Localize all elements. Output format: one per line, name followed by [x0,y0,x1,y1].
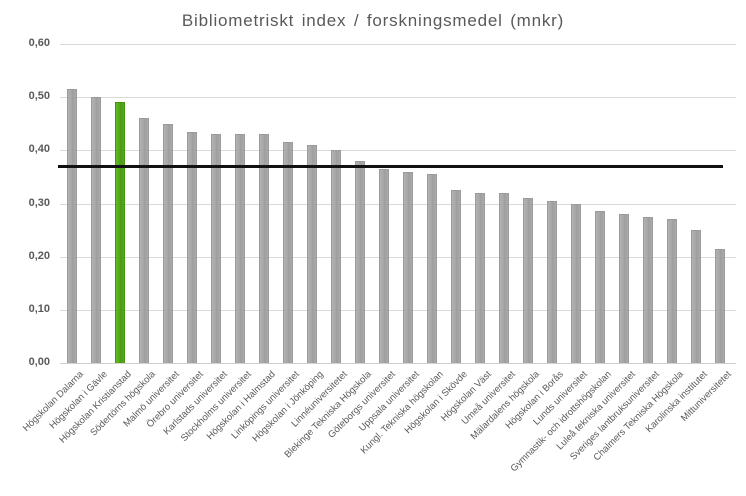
bar-slot [108,44,132,363]
y-axis-tick-label: 0,10 [28,302,50,315]
bar-slot [468,44,492,363]
bar-slot [564,44,588,363]
bar-series [60,44,732,363]
gridline [60,97,736,99]
bar-slot [708,44,732,363]
bar [379,168,389,363]
bar-slot [348,44,372,363]
bar-slot [156,44,180,363]
bar [187,131,197,363]
bar-slot [228,44,252,363]
bar-slot [276,44,300,363]
bar [523,198,533,363]
bar [715,248,725,363]
gridline [60,256,736,258]
bar [499,192,509,363]
plot-area: Högskolan Dalarna Högskolan i Gävle Högsko… [21,44,736,474]
bar-slot [684,44,708,363]
y-axis-tick-label: 0,60 [28,37,50,49]
bar [211,134,221,363]
bar-slot [540,44,564,363]
bar [307,145,317,363]
bar [355,160,365,363]
reference-line [58,165,723,168]
bar [163,123,173,363]
bar [235,134,245,363]
y-axis-tick-label: 0,00 [28,356,50,368]
bar-slot [324,44,348,363]
bar [643,216,653,363]
bar [403,171,413,363]
gridline [60,203,736,205]
bar [259,134,269,363]
gridline [60,309,736,311]
bar [619,214,629,363]
bar-slot [60,44,84,363]
bar [667,219,677,363]
bar-slot [612,44,636,363]
bar-slot [132,44,156,363]
bar-slot [516,44,540,363]
chart-title: Bibliometriskt index / forskningsmedel (… [181,11,565,30]
bar [67,89,77,363]
y-axis-tick-label: 0,40 [28,143,50,156]
bar [475,192,485,363]
bar-slot [420,44,444,363]
bar [91,97,101,363]
bar-slot [180,44,204,363]
bar-slot [204,44,228,363]
bar-slot [444,44,468,363]
bar-slot [252,44,276,363]
bar-slot [636,44,660,363]
bar-slot [588,44,612,363]
gridline [60,150,736,152]
bar-slot [84,44,108,363]
bar-slot [660,44,684,363]
bar [283,142,293,363]
bar [427,174,437,363]
y-axis-tick-label: 0,50 [28,90,50,103]
y-axis: 0,00 0,10 0,20 0,30 0,40 0,50 0,60 [8,37,50,368]
bar [139,118,149,363]
y-axis-tick-label: 0,30 [28,196,50,209]
bar [691,230,701,363]
bar-slot [396,44,420,363]
gridline [60,44,736,45]
y-axis-tick-label: 0,20 [28,249,50,262]
bar-slot [492,44,516,363]
bar-slot [300,44,324,363]
bar-highlighted [115,102,125,363]
bar [331,150,341,363]
x-axis-line [60,363,736,364]
bar-slot [372,44,396,363]
bar [595,211,605,363]
bar [571,203,581,363]
bar [547,200,557,363]
bar [451,190,461,363]
